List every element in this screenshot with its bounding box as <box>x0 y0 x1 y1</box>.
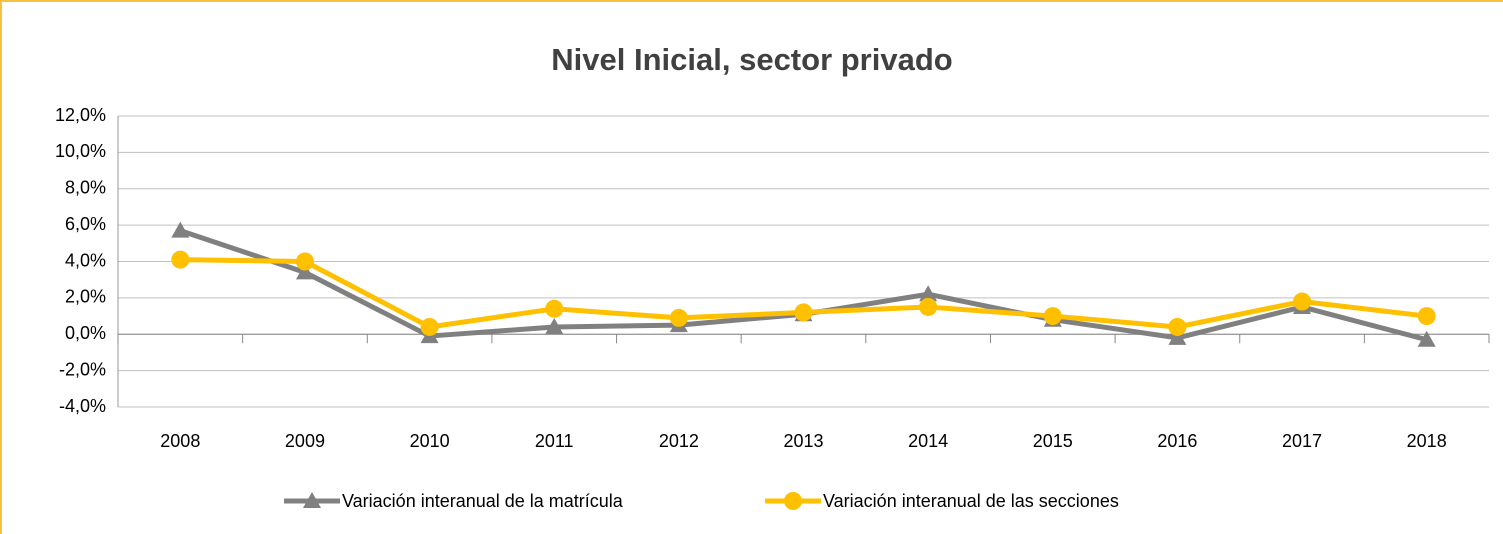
y-tick-label: -2,0% <box>59 359 106 379</box>
x-tick-label: 2009 <box>285 431 325 451</box>
legend-marker <box>784 492 802 510</box>
y-tick-label: 4,0% <box>65 250 106 270</box>
y-tick-label: 6,0% <box>65 214 106 234</box>
y-tick-label: 12,0% <box>55 105 106 125</box>
data-point <box>1417 330 1436 347</box>
data-point <box>1168 328 1187 345</box>
legend-label: Variación interanual de las secciones <box>823 491 1119 511</box>
x-tick-label: 2011 <box>535 431 574 451</box>
data-point <box>420 317 439 336</box>
data-point <box>919 297 938 316</box>
x-tick-label: 2014 <box>908 431 948 451</box>
data-point <box>794 303 813 322</box>
data-point <box>171 221 190 238</box>
x-tick-label: 2017 <box>1282 431 1322 451</box>
data-point <box>545 299 564 318</box>
chart-title: Nivel Inicial, sector privado <box>551 42 952 77</box>
y-tick-label: 10,0% <box>55 141 106 161</box>
y-tick-label: 2,0% <box>65 287 106 307</box>
y-tick-label: 0,0% <box>65 323 106 343</box>
x-tick-label: 2012 <box>659 431 699 451</box>
x-tick-label: 2008 <box>160 431 200 451</box>
x-tick-label: 2015 <box>1033 431 1073 451</box>
data-point <box>669 308 688 327</box>
x-tick-label: 2013 <box>783 431 823 451</box>
data-point <box>295 252 314 271</box>
data-point <box>295 263 314 280</box>
legend-label: Variación interanual de la matrícula <box>342 491 624 511</box>
x-tick-label: 2016 <box>1157 431 1197 451</box>
data-point <box>1293 292 1312 311</box>
data-point <box>171 250 190 269</box>
y-tick-label: -4,0% <box>59 396 106 416</box>
data-point <box>919 285 938 302</box>
y-tick-label: 8,0% <box>65 178 106 198</box>
data-point <box>1417 307 1436 326</box>
legend-marker <box>303 492 321 508</box>
x-tick-label: 2018 <box>1407 431 1447 451</box>
data-point <box>545 317 564 334</box>
data-point <box>1168 317 1187 336</box>
x-tick-label: 2010 <box>410 431 450 451</box>
data-point <box>1043 307 1062 326</box>
